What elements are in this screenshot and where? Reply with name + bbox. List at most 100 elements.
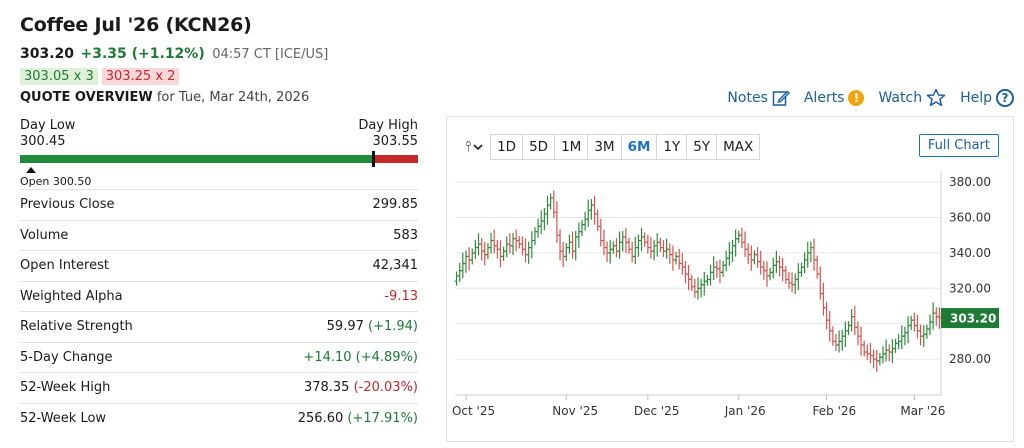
- ohlc-bar: [796, 263, 801, 291]
- open-label: Open 300.50: [20, 175, 92, 188]
- chart-canvas: 380.00 360.00 340.00 320.00 280.00 Oct '25 Nov…: [452, 171, 999, 418]
- ohlc-bar: [802, 252, 807, 274]
- ohlc-bar: [924, 324, 929, 339]
- stat-value-main: 256.60: [297, 410, 344, 426]
- day-range-fill: [20, 155, 374, 163]
- chevron-down-icon: [473, 144, 483, 151]
- ohlc-bar: [667, 243, 672, 264]
- ohlc-bar: [840, 330, 845, 351]
- stat-row: 52-Week High 378.35 (-20.03%): [20, 372, 418, 403]
- timeframe-1y-button[interactable]: 1Y: [656, 134, 688, 160]
- action-links: Notes Alerts ! Watch Help ?: [727, 88, 1014, 107]
- help-link[interactable]: Help ?: [960, 88, 1014, 107]
- ohlc-bar: [824, 301, 829, 330]
- help-icon: ?: [996, 88, 1014, 107]
- ohlc-bar: [777, 255, 782, 277]
- stat-row: 52-Week Low 256.60 (+17.91%): [20, 402, 418, 434]
- quote-overview-heading: QUOTE OVERVIEW for Tue, Mar 24th, 2026: [20, 90, 309, 105]
- ohlc-bar: [583, 211, 588, 231]
- stat-value-change: (+1.94): [368, 319, 418, 335]
- instrument-title: Coffee Jul '26 (KCN26): [20, 14, 252, 36]
- ohlc-bar: [633, 236, 638, 265]
- help-label: Help: [960, 89, 992, 106]
- timeframe-6m-button[interactable]: 6M: [620, 134, 658, 160]
- stat-value-change: (+17.91%): [347, 410, 418, 426]
- timeframe-max-button[interactable]: MAX: [716, 134, 761, 160]
- price-line: 303.20 +3.35 (+1.12%) 04:57 CT [ICE/US]: [20, 46, 328, 62]
- ohlc-bar: [780, 257, 785, 282]
- alerts-link[interactable]: Alerts !: [804, 89, 865, 106]
- ohlc-bar: [827, 310, 832, 342]
- ohlc-bar: [868, 343, 873, 364]
- ohlc-bar: [931, 302, 936, 330]
- x-tick-label: Dec '25: [634, 404, 680, 418]
- ohlc-bar: [479, 238, 484, 261]
- ohlc-bar: [902, 326, 907, 346]
- ohlc-bar: [849, 309, 854, 332]
- ohlc-bar: [783, 266, 788, 284]
- timeframe-buttons: 1D 5D 1M 3M 6M 1Y 5Y MAX: [490, 134, 761, 160]
- ohlc-bar: [786, 271, 791, 290]
- stat-label: 52-Week High: [20, 380, 111, 396]
- ohlc-bar: [658, 237, 663, 253]
- ohlc-bar: [846, 321, 851, 336]
- ohlc-bar: [551, 190, 556, 219]
- price-change: +3.35 (+1.12%): [80, 46, 205, 62]
- timeframe-3m-button[interactable]: 3M: [587, 134, 622, 160]
- stat-label: Volume: [20, 227, 69, 243]
- ohlc-bar: [598, 218, 603, 247]
- timeframe-toolbar: ⫯ 1D 5D 1M 3M 6M 1Y 5Y MAX: [465, 134, 761, 160]
- ohlc-bar: [912, 312, 917, 332]
- ohlc-bar: [921, 325, 926, 347]
- ohlc-bar: [620, 230, 625, 252]
- ohlc-bar: [746, 243, 751, 264]
- ohlc-bar: [501, 246, 506, 261]
- stat-row: Weighted Alpha -9.13: [20, 280, 418, 312]
- ohlc-bar: [498, 240, 503, 268]
- ohlc-bar: [489, 232, 494, 254]
- ohlc-bar: [790, 272, 795, 293]
- timeframe-1m-button[interactable]: 1M: [554, 134, 589, 160]
- ohlc-bar: [589, 199, 594, 220]
- timeframe-5d-button[interactable]: 5D: [522, 134, 556, 160]
- chart-type-menu[interactable]: ⫯: [465, 139, 483, 155]
- ohlc-bar: [909, 315, 914, 330]
- ohlc-bar: [539, 210, 544, 234]
- ohlc-bar: [918, 324, 923, 346]
- x-tick-label: Feb '26: [813, 404, 857, 418]
- ohlc-bar: [674, 252, 679, 265]
- x-tick-label: Jan '26: [724, 404, 766, 418]
- ohlc-bar: [576, 222, 581, 248]
- edit-note-icon: [772, 90, 790, 106]
- ohlc-bar: [523, 238, 528, 263]
- full-chart-button[interactable]: Full Chart: [918, 134, 999, 157]
- ohlc-bar: [727, 242, 732, 266]
- quote-stats-panel: Day Low Day High 300.45 303.55 Open 300.…: [20, 116, 418, 433]
- ohlc-bar: [708, 264, 713, 286]
- watch-link[interactable]: Watch: [878, 88, 946, 107]
- star-icon: [926, 88, 946, 107]
- ohlc-bar: [818, 266, 823, 300]
- ohlc-bar: [467, 247, 472, 271]
- ohlc-bar: [664, 238, 669, 259]
- ohlc-bar: [677, 248, 682, 270]
- stat-value-main: 299.85: [372, 197, 419, 213]
- ohlc-bar: [705, 275, 710, 286]
- timeframe-5y-button[interactable]: 5Y: [686, 134, 718, 160]
- x-tick-label: Mar '26: [900, 404, 945, 418]
- y-tick-label: 320.00: [949, 281, 991, 295]
- ohlc-bar: [548, 193, 553, 210]
- day-low-value: 300.45: [20, 134, 66, 149]
- y-tick-label: 360.00: [949, 210, 991, 224]
- price-chart[interactable]: 380.00 360.00 340.00 320.00 280.00 Oct '25 Nov…: [446, 116, 1014, 442]
- ohlc-bar: [915, 314, 920, 339]
- ohlc-bar: [670, 245, 675, 271]
- ohlc-bar: [852, 305, 857, 335]
- ohlc-bar: [623, 227, 628, 254]
- ohlc-bar: [749, 245, 754, 271]
- ohlc-bar: [586, 199, 591, 227]
- notes-link[interactable]: Notes: [727, 89, 790, 107]
- timeframe-1d-button[interactable]: 1D: [490, 134, 524, 160]
- stat-row: Relative Strength 59.97 (+1.94): [20, 311, 418, 342]
- stat-row: Open Interest 42,341: [20, 250, 418, 281]
